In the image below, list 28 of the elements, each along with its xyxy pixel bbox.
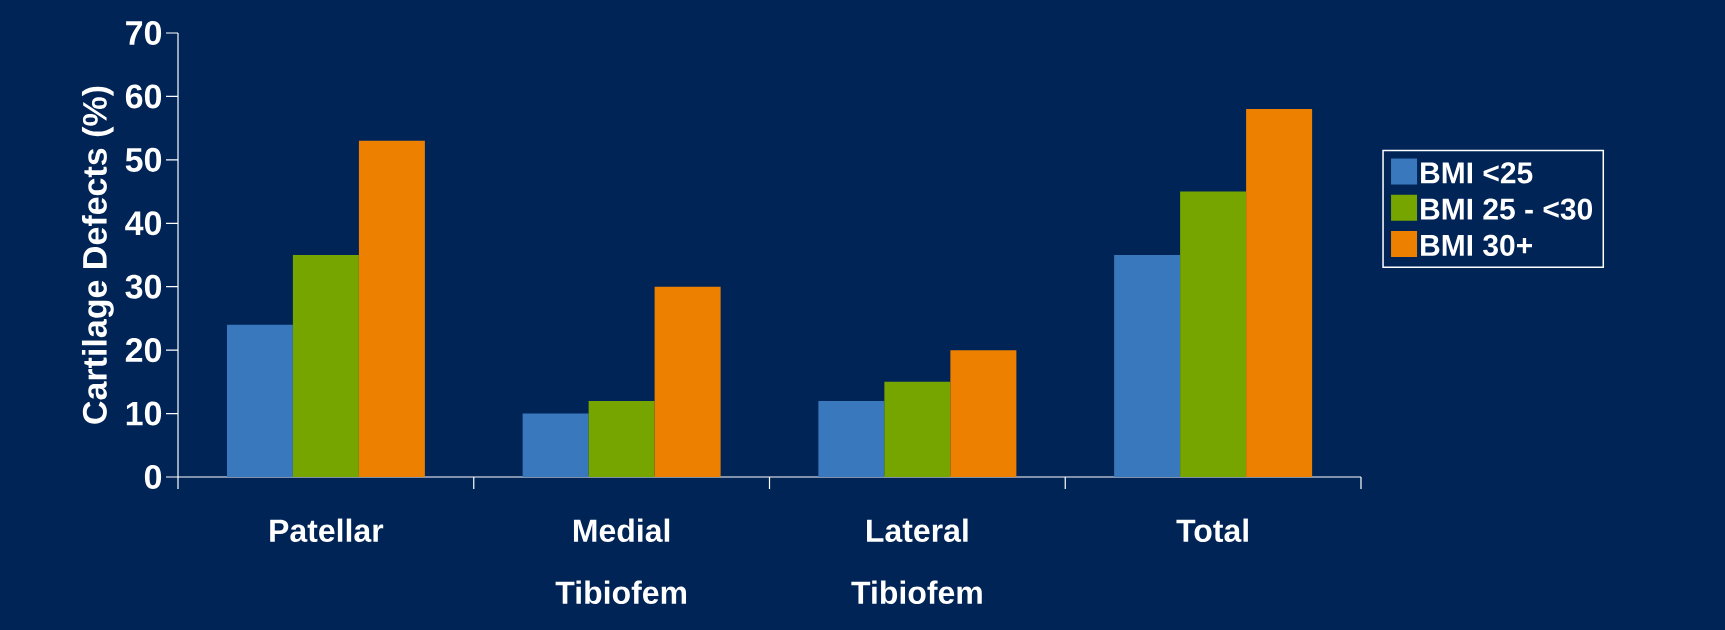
bar xyxy=(818,400,885,477)
category-label: Medial Tibiofem xyxy=(555,518,687,605)
bar xyxy=(1180,191,1247,477)
legend-label: BMI 30+ xyxy=(1421,234,1533,257)
bar xyxy=(884,381,951,477)
y-tick-label: 50 xyxy=(125,147,162,172)
x-tick-label: Patellar xyxy=(270,518,384,543)
bar xyxy=(1246,109,1313,477)
bar xyxy=(1114,255,1181,477)
y-tick-label: 60 xyxy=(125,84,162,109)
category-label: Lateral Tibiofem xyxy=(851,518,982,605)
bar xyxy=(522,413,589,477)
legend-label: BMI <25 xyxy=(1421,162,1533,184)
bar xyxy=(654,286,721,477)
y-tick-label: 70 xyxy=(126,20,162,46)
bar xyxy=(588,400,655,477)
bar xyxy=(950,350,1017,477)
y-tick-label: 20 xyxy=(125,338,162,363)
bar xyxy=(292,255,359,477)
bar xyxy=(358,140,425,477)
bar xyxy=(226,324,293,477)
y-tick-label: 0 xyxy=(144,464,162,490)
y-axis-title: Cartilage Defects (%) xyxy=(81,86,114,424)
legend-label: BMI 25 - <30 xyxy=(1421,198,1593,220)
y-tick-label: 10 xyxy=(126,401,162,426)
x-tick-label: Total xyxy=(1176,518,1248,543)
y-tick-label: 30 xyxy=(125,274,162,299)
y-tick-label: 40 xyxy=(125,211,162,236)
